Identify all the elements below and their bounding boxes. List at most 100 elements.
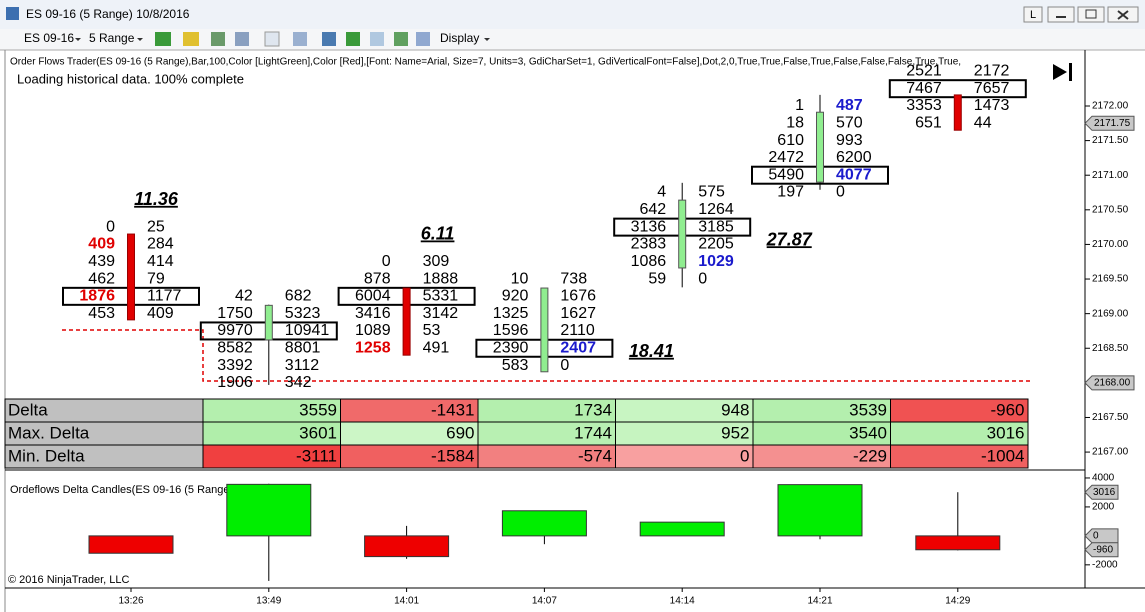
- indicators-button[interactable]: [346, 32, 360, 46]
- price-tick-label: 2170.00: [1092, 239, 1129, 250]
- ask-volume: 2110: [560, 322, 595, 339]
- ask-volume: 79: [147, 270, 165, 287]
- table-row-label: Max. Delta: [8, 423, 90, 442]
- bid-volume: 2472: [768, 149, 804, 166]
- scroll-to-end-button[interactable]: [1053, 63, 1072, 81]
- price-tick-label: 2171.00: [1092, 170, 1129, 181]
- table-cell: [890, 444, 1029, 469]
- ask-volume: 44: [974, 115, 992, 132]
- ask-volume: 6200: [836, 149, 872, 166]
- close-icon: [1117, 10, 1129, 20]
- ask-volume: 3112: [285, 357, 320, 374]
- bar-annotation: 27.87: [766, 229, 813, 249]
- table-value: 1744: [574, 423, 612, 442]
- delta-tick-label: -2000: [1092, 559, 1118, 570]
- window-title: ES 09-16 (5 Range) 10/8/2016: [26, 7, 190, 21]
- table-value: 690: [446, 423, 474, 442]
- bar-annotation: 18.41: [629, 341, 674, 361]
- delta-candle: [915, 535, 1001, 551]
- time-label: 14:14: [670, 596, 695, 607]
- candle-body: [540, 287, 549, 373]
- bid-volume: 1258: [355, 339, 391, 356]
- table-value: -960: [990, 400, 1024, 419]
- bid-volume: 9970: [217, 322, 253, 339]
- candle-body: [127, 233, 135, 321]
- delta-marker-label: -960: [1093, 544, 1113, 555]
- period-selector[interactable]: 5 Range: [89, 31, 135, 45]
- minimize-button[interactable]: [1047, 6, 1075, 23]
- delta-marker: [1084, 542, 1119, 558]
- bar-annotation: 11.36: [134, 189, 179, 209]
- app-icon: [6, 7, 19, 20]
- drawing-tool-button[interactable]: [183, 32, 199, 46]
- bid-volume: 3136: [631, 218, 667, 235]
- ask-volume: 575: [698, 184, 725, 201]
- tool-button[interactable]: [322, 32, 336, 46]
- ask-volume: 2172: [974, 63, 1010, 80]
- ask-volume: 0: [560, 357, 569, 374]
- bid-volume: 8582: [217, 339, 253, 356]
- ask-volume: 5323: [285, 305, 321, 322]
- instrument-selector[interactable]: ES 09-16: [24, 31, 74, 45]
- link-button[interactable]: [1023, 6, 1043, 23]
- bid-volume: 453: [88, 305, 115, 322]
- bid-volume: 642: [639, 201, 666, 218]
- copyright: © 2016 NinjaTrader, LLC: [8, 574, 129, 586]
- price-tick-label: 2171.50: [1092, 135, 1129, 146]
- zoom-button[interactable]: [293, 32, 307, 46]
- time-label: 14:07: [532, 596, 557, 607]
- link-button-label[interactable]: L: [1030, 9, 1036, 21]
- table-value: -229: [853, 446, 887, 465]
- maximize-button[interactable]: [1077, 6, 1105, 23]
- ask-volume: 738: [560, 270, 587, 287]
- price-marker: [1084, 375, 1135, 391]
- dropdown-arrow: [137, 38, 143, 41]
- table-value: 3559: [299, 400, 337, 419]
- bid-volume: 0: [106, 218, 115, 235]
- ask-volume: 2407: [560, 339, 596, 356]
- table-value: 3539: [849, 400, 887, 419]
- title-bar: [0, 0, 1145, 29]
- strategies-button[interactable]: [370, 32, 384, 46]
- bid-volume: 439: [88, 253, 115, 270]
- bid-volume: 2383: [631, 236, 667, 253]
- ask-volume: 491: [423, 339, 450, 356]
- price-marker-label: 2168.00: [1094, 378, 1131, 389]
- bid-volume: 462: [88, 270, 115, 287]
- tool-button[interactable]: [235, 32, 249, 46]
- ask-volume: 1177: [147, 288, 182, 305]
- dropdown-arrow: [75, 38, 81, 41]
- delta-candle: [364, 535, 450, 558]
- delta-tick-label: 2000: [1092, 502, 1115, 513]
- ask-volume: 25: [147, 218, 165, 235]
- table-value: 3540: [849, 423, 887, 442]
- bid-volume: 2390: [493, 339, 529, 356]
- delta-candle: [88, 535, 174, 554]
- bid-volume: 18: [786, 115, 804, 132]
- bar-type-button[interactable]: [155, 32, 171, 46]
- time-label: 13:26: [118, 596, 143, 607]
- bid-volume: 59: [648, 270, 666, 287]
- table-value: 948: [721, 400, 749, 419]
- ask-volume: 3142: [423, 305, 459, 322]
- ask-volume: 0: [836, 184, 845, 201]
- tool-button[interactable]: [394, 32, 408, 46]
- ask-volume: 4077: [836, 166, 872, 183]
- bid-volume: 1325: [493, 305, 529, 322]
- display-menu[interactable]: Display: [440, 31, 479, 45]
- table-cell: [615, 444, 754, 469]
- toolbar: [0, 29, 1145, 50]
- price-tick-label: 2168.50: [1092, 343, 1129, 354]
- tool-button[interactable]: [211, 32, 225, 46]
- ask-volume: 309: [423, 253, 450, 270]
- ask-volume: 1473: [974, 97, 1010, 114]
- time-label: 13:49: [256, 596, 281, 607]
- properties-button[interactable]: [416, 32, 430, 46]
- time-label: 14:29: [945, 596, 970, 607]
- ask-volume: 487: [836, 97, 863, 114]
- maximize-icon: [1085, 9, 1097, 19]
- bid-volume: 878: [364, 270, 391, 287]
- select-tool-button[interactable]: [264, 31, 280, 47]
- bid-volume: 1086: [631, 253, 667, 270]
- ask-volume: 1029: [698, 253, 734, 270]
